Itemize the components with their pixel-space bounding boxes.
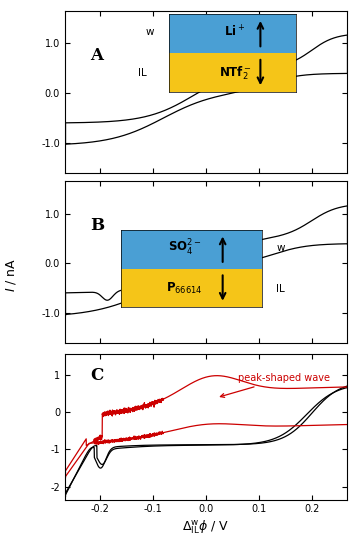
Text: A: A <box>90 47 103 64</box>
X-axis label: $\Delta_{\mathrm{IL}}^{\mathrm{w}}\phi$ / V: $\Delta_{\mathrm{IL}}^{\mathrm{w}}\phi$ … <box>182 519 230 536</box>
Text: $I$ / nA: $I$ / nA <box>4 257 18 292</box>
Text: C: C <box>90 367 104 384</box>
Text: peak-shaped wave: peak-shaped wave <box>221 373 330 397</box>
Text: B: B <box>90 217 104 234</box>
